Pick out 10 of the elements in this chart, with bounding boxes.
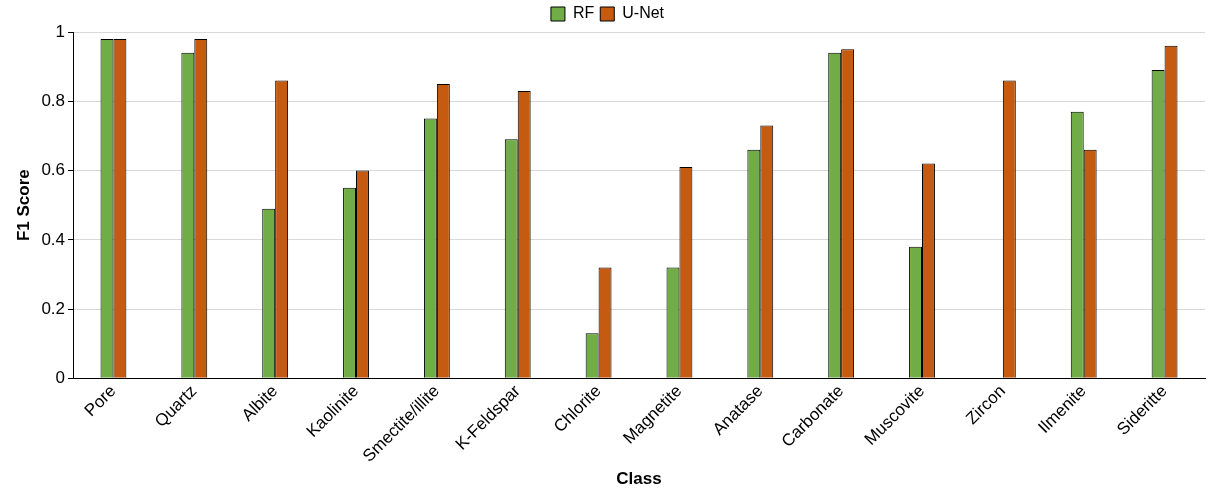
y-tick-label: 0.2 <box>41 298 66 318</box>
legend-label: U-Net <box>622 4 665 22</box>
x-axis-title: Class <box>616 469 662 489</box>
y-tick-label: 0 <box>55 368 66 388</box>
y-tick-label: 1 <box>55 21 66 41</box>
y-tick-label: 0.6 <box>41 160 66 180</box>
y-axis-title: F1 Score <box>13 169 33 242</box>
y-tick-label: 0.4 <box>41 229 66 249</box>
y-tick-label: 0.8 <box>41 90 66 110</box>
legend-label: RF <box>572 4 595 22</box>
